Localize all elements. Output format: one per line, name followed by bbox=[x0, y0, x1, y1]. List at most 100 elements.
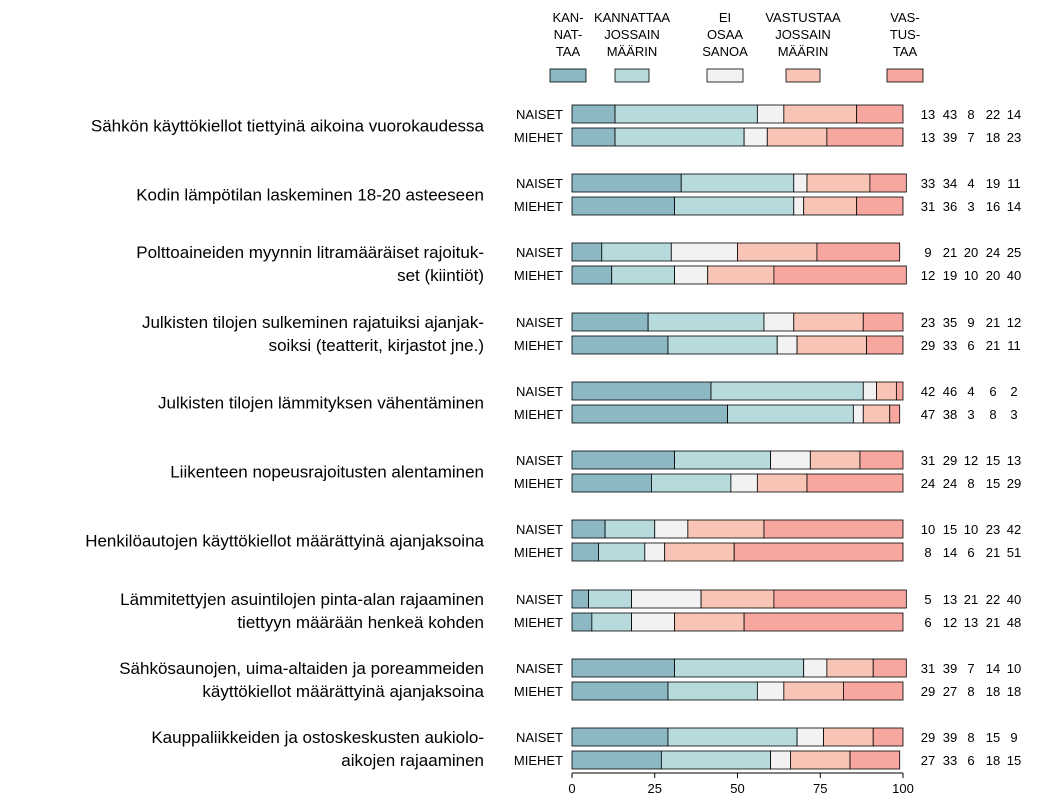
value-label: 21 bbox=[986, 615, 1000, 630]
value-label: 19 bbox=[986, 176, 1000, 191]
value-label: 33 bbox=[943, 753, 957, 768]
legend-swatch bbox=[549, 68, 587, 83]
bar-segment bbox=[571, 404, 728, 424]
value-label: 10 bbox=[964, 268, 978, 283]
bar-segment bbox=[862, 312, 904, 332]
value-label: 15 bbox=[1007, 753, 1021, 768]
bar-segment bbox=[664, 542, 735, 562]
category-label: set (kiintiöt) bbox=[397, 266, 484, 285]
value-label: 42 bbox=[921, 384, 935, 399]
value-label: 8 bbox=[967, 684, 974, 699]
group-label: MIEHET bbox=[514, 338, 563, 353]
category-label: aikojen rajaaminen bbox=[341, 751, 484, 770]
bar-segment bbox=[571, 589, 589, 609]
category-label: Lämmitettyjen asuintilojen pinta-alan ra… bbox=[120, 590, 484, 609]
value-label: 10 bbox=[964, 522, 978, 537]
value-label: 14 bbox=[1007, 199, 1021, 214]
value-label: 21 bbox=[986, 338, 1000, 353]
legend-label: JOSSAIN bbox=[775, 27, 831, 42]
value-label: 34 bbox=[943, 176, 957, 191]
bar-segment bbox=[816, 242, 901, 262]
value-label: 21 bbox=[986, 545, 1000, 560]
value-label: 27 bbox=[921, 753, 935, 768]
bar-segment bbox=[806, 173, 871, 193]
bar-segment bbox=[571, 173, 682, 193]
bar-segment bbox=[647, 312, 765, 332]
category-label: Polttoaineiden myynnin litramääräiset ra… bbox=[136, 243, 484, 262]
bar-segment bbox=[674, 658, 805, 678]
value-label: 3 bbox=[1010, 407, 1017, 422]
legend-label: KANNATTAA bbox=[594, 10, 670, 25]
value-label: 40 bbox=[1007, 268, 1021, 283]
value-label: 8 bbox=[967, 476, 974, 491]
value-label: 29 bbox=[921, 338, 935, 353]
value-label: 39 bbox=[943, 730, 957, 745]
value-label: 23 bbox=[921, 315, 935, 330]
legend-swatch bbox=[785, 68, 821, 83]
value-label: 29 bbox=[1007, 476, 1021, 491]
value-label: 9 bbox=[967, 315, 974, 330]
bar-segment bbox=[571, 612, 593, 632]
bar-segment bbox=[862, 381, 877, 401]
category-label: soiksi (teatterit, kirjastot jne.) bbox=[269, 336, 484, 355]
bar-segment bbox=[674, 450, 771, 470]
value-label: 6 bbox=[967, 338, 974, 353]
legend-label: TUS- bbox=[890, 27, 920, 42]
value-label: 31 bbox=[921, 661, 935, 676]
bar-segment bbox=[852, 404, 864, 424]
value-label: 11 bbox=[1007, 338, 1021, 353]
value-label: 12 bbox=[1007, 315, 1021, 330]
category-label: Julkisten tilojen lämmityksen vähentämin… bbox=[158, 394, 484, 413]
bar-segment bbox=[667, 335, 778, 355]
value-label: 29 bbox=[921, 730, 935, 745]
value-label: 15 bbox=[986, 453, 1000, 468]
bar-segment bbox=[823, 727, 874, 747]
bar-segment bbox=[687, 519, 765, 539]
group-label: NAISET bbox=[516, 730, 563, 745]
bar-segment bbox=[598, 542, 646, 562]
bar-segment bbox=[700, 589, 775, 609]
x-tick-label: 25 bbox=[648, 781, 662, 796]
value-label: 21 bbox=[943, 245, 957, 260]
bar-segment bbox=[571, 381, 712, 401]
value-label: 47 bbox=[921, 407, 935, 422]
bar-segment bbox=[889, 404, 901, 424]
bar-segment bbox=[670, 242, 738, 262]
value-label: 12 bbox=[943, 615, 957, 630]
value-label: 13 bbox=[964, 615, 978, 630]
bar-segment bbox=[571, 681, 669, 701]
value-label: 8 bbox=[967, 730, 974, 745]
bar-segment bbox=[571, 450, 676, 470]
value-label: 29 bbox=[943, 453, 957, 468]
bar-segment bbox=[571, 542, 599, 562]
group-label: NAISET bbox=[516, 176, 563, 191]
value-label: 9 bbox=[1010, 730, 1017, 745]
value-label: 24 bbox=[921, 476, 935, 491]
value-label: 18 bbox=[986, 130, 1000, 145]
bar-segment bbox=[743, 127, 768, 147]
value-label: 13 bbox=[921, 107, 935, 122]
bar-segment bbox=[614, 127, 745, 147]
bar-segment bbox=[809, 450, 861, 470]
legend-label: TAA bbox=[556, 44, 581, 59]
value-label: 7 bbox=[967, 130, 974, 145]
value-label: 36 bbox=[943, 199, 957, 214]
group-label: NAISET bbox=[516, 661, 563, 676]
value-label: 4 bbox=[967, 176, 974, 191]
legend-label: VAS- bbox=[890, 10, 919, 25]
value-label: 13 bbox=[921, 130, 935, 145]
value-label: 23 bbox=[1007, 130, 1021, 145]
value-label: 8 bbox=[967, 107, 974, 122]
bar-segment bbox=[604, 519, 656, 539]
legend-label: TAA bbox=[893, 44, 918, 59]
value-label: 22 bbox=[986, 592, 1000, 607]
value-label: 6 bbox=[989, 384, 996, 399]
value-label: 15 bbox=[943, 522, 957, 537]
group-label: NAISET bbox=[516, 315, 563, 330]
group-label: NAISET bbox=[516, 453, 563, 468]
group-label: NAISET bbox=[516, 245, 563, 260]
category-label: Kodin lämpötilan laskeminen 18-20 astees… bbox=[136, 186, 484, 205]
bar-segment bbox=[793, 312, 864, 332]
legend-swatch bbox=[614, 68, 650, 83]
legend-label: KAN- bbox=[552, 10, 583, 25]
